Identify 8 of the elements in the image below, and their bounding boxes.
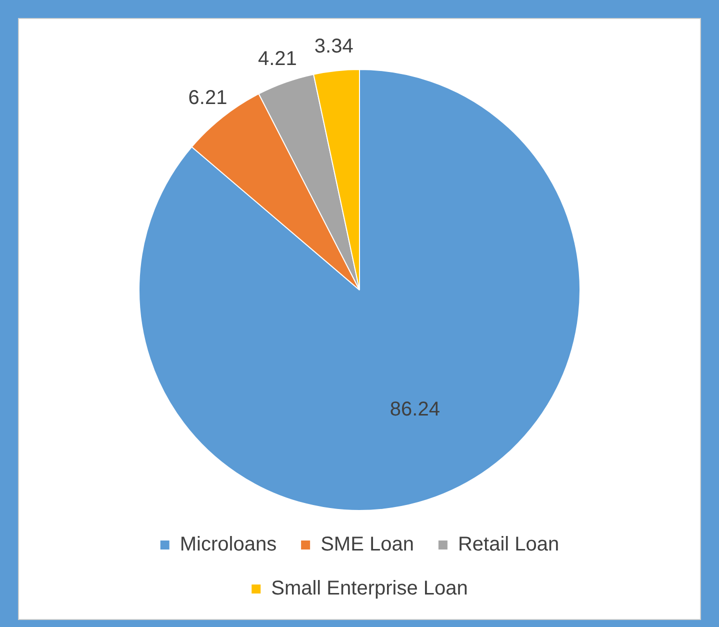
data-label: 6.21 [188,86,228,109]
data-label: 3.34 [314,35,354,58]
data-label: 4.21 [258,48,297,70]
legend-label: Microloans [180,534,277,556]
legend-label: Retail Loan [458,534,560,556]
legend-label: Small Enterprise Loan [271,578,468,600]
data-label: 86.24 [390,398,440,421]
legend-label: SME Loan [320,534,414,556]
